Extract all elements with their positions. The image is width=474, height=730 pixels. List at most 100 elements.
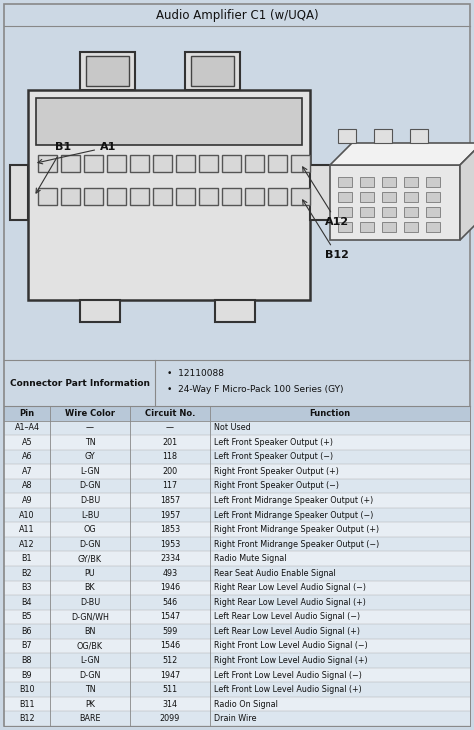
Bar [410,129,428,143]
Bar [130,155,149,172]
Bar [176,188,195,205]
Text: 201: 201 [163,438,178,447]
Text: 117: 117 [163,482,178,491]
Bar [61,155,80,172]
Text: OG/BK: OG/BK [77,642,103,650]
Text: Left Front Midrange Speaker Output (−): Left Front Midrange Speaker Output (−) [214,510,374,520]
Text: D-GN: D-GN [79,671,100,680]
Text: GY/BK: GY/BK [78,554,102,564]
Polygon shape [460,143,474,240]
Text: Drain Wire: Drain Wire [214,714,256,723]
Text: B1: B1 [36,142,71,193]
Text: Left Front Speaker Output (−): Left Front Speaker Output (−) [214,453,333,461]
Bar [338,129,356,143]
Bar [80,300,120,322]
Text: L-GN: L-GN [80,656,100,665]
Text: Audio Amplifier C1 (w/UQA): Audio Amplifier C1 (w/UQA) [155,9,319,21]
Text: 200: 200 [163,467,178,476]
Bar [245,188,264,205]
Text: 1953: 1953 [160,539,180,549]
Bar [338,192,352,202]
Text: B6: B6 [22,627,32,636]
Bar [382,192,396,202]
Text: Right Front Midrange Speaker Output (+): Right Front Midrange Speaker Output (+) [214,525,379,534]
Bar [153,155,172,172]
Bar [86,56,129,86]
Text: 546: 546 [163,598,178,607]
Bar [338,177,352,187]
Text: 1547: 1547 [160,612,180,621]
Bar [404,207,418,217]
Text: Left Front Midrange Speaker Output (+): Left Front Midrange Speaker Output (+) [214,496,373,505]
Text: A12: A12 [19,539,35,549]
Bar [176,155,195,172]
Text: 511: 511 [163,685,178,694]
Bar [268,188,287,205]
Text: B3: B3 [22,583,32,592]
Text: 2334: 2334 [160,554,180,564]
Bar [338,222,352,232]
Text: Rear Seat Audio Enable Signal: Rear Seat Audio Enable Signal [214,569,336,577]
Text: —: — [166,423,174,432]
Bar [291,155,310,172]
Text: A8: A8 [22,482,32,491]
Bar [4,566,470,580]
Text: 1857: 1857 [160,496,180,505]
Text: PK: PK [85,699,95,709]
Text: Left Rear Low Level Audio Signal (−): Left Rear Low Level Audio Signal (−) [214,612,360,621]
Bar [338,207,352,217]
Bar [80,52,135,90]
Text: A9: A9 [22,496,32,505]
Bar [61,188,80,205]
Text: A12: A12 [302,167,349,227]
Text: 1947: 1947 [160,671,180,680]
Text: B8: B8 [22,656,32,665]
Bar [38,188,57,205]
Text: Right Front Speaker Output (+): Right Front Speaker Output (+) [214,467,339,476]
Text: •  24-Way F Micro-Pack 100 Series (GY): • 24-Way F Micro-Pack 100 Series (GY) [167,385,344,394]
Text: D-GN/WH: D-GN/WH [71,612,109,621]
Bar [4,450,470,464]
Bar [153,188,172,205]
Text: TN: TN [85,685,95,694]
Text: Right Rear Low Level Audio Signal (+): Right Rear Low Level Audio Signal (+) [214,598,366,607]
Text: 118: 118 [163,453,177,461]
Text: D-GN: D-GN [79,482,100,491]
Bar [4,464,470,479]
Bar [4,523,470,537]
Bar [10,165,28,220]
Bar [4,479,470,493]
Bar [222,155,241,172]
Bar [4,683,470,697]
Bar [426,207,440,217]
Bar [291,188,310,205]
Bar [4,639,470,653]
Bar [360,207,374,217]
Text: D-BU: D-BU [80,598,100,607]
Text: B12: B12 [302,200,349,260]
Bar [4,624,470,639]
Bar [215,300,255,322]
Text: 1957: 1957 [160,510,180,520]
Bar [84,155,103,172]
Text: •  12110088: • 12110088 [167,369,224,377]
Bar [36,98,302,145]
Text: B1: B1 [22,554,32,564]
Text: Radio Mute Signal: Radio Mute Signal [214,554,286,564]
Bar [107,188,126,205]
Bar [360,177,374,187]
Text: L-BU: L-BU [81,510,99,520]
Bar [4,551,470,566]
Text: Left Front Speaker Output (+): Left Front Speaker Output (+) [214,438,333,447]
Text: B4: B4 [22,598,32,607]
Bar [360,222,374,232]
Text: Right Rear Low Level Audio Signal (−): Right Rear Low Level Audio Signal (−) [214,583,366,592]
Bar [4,668,470,683]
Bar [107,155,126,172]
Bar [4,406,470,420]
Bar [360,192,374,202]
Text: A10: A10 [19,510,35,520]
Text: Function: Function [310,409,351,418]
Bar [426,222,440,232]
Text: Not Used: Not Used [214,423,251,432]
